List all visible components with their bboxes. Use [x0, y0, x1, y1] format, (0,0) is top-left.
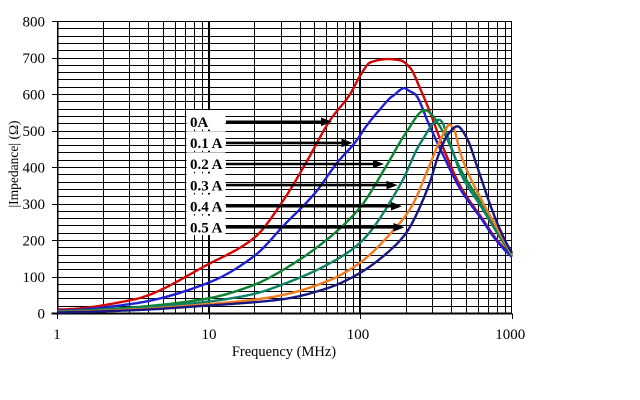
svg-text:0A: 0A [190, 115, 209, 131]
svg-text:0.5 A: 0.5 A [190, 221, 223, 237]
svg-text:400: 400 [23, 161, 46, 177]
svg-text:0.4 A: 0.4 A [190, 199, 223, 215]
svg-text:Frequency (MHz): Frequency (MHz) [232, 344, 336, 360]
svg-text:0.2 A: 0.2 A [190, 157, 223, 173]
svg-text:1: 1 [53, 327, 61, 343]
svg-text:600: 600 [23, 88, 46, 104]
svg-text:800: 800 [23, 15, 46, 31]
svg-text:700: 700 [23, 51, 46, 67]
svg-text:300: 300 [23, 197, 46, 213]
svg-text:|Impedance| (Ω): |Impedance| (Ω) [6, 120, 21, 207]
svg-text:500: 500 [23, 124, 46, 140]
svg-text:100: 100 [347, 327, 370, 343]
svg-text:10: 10 [202, 327, 217, 343]
svg-text:0: 0 [38, 307, 46, 323]
svg-text:0.1 A: 0.1 A [190, 136, 223, 152]
svg-text:100: 100 [23, 270, 46, 286]
svg-text:200: 200 [23, 234, 46, 250]
svg-text:1000: 1000 [495, 327, 525, 343]
svg-text:0.3 A: 0.3 A [190, 178, 223, 194]
